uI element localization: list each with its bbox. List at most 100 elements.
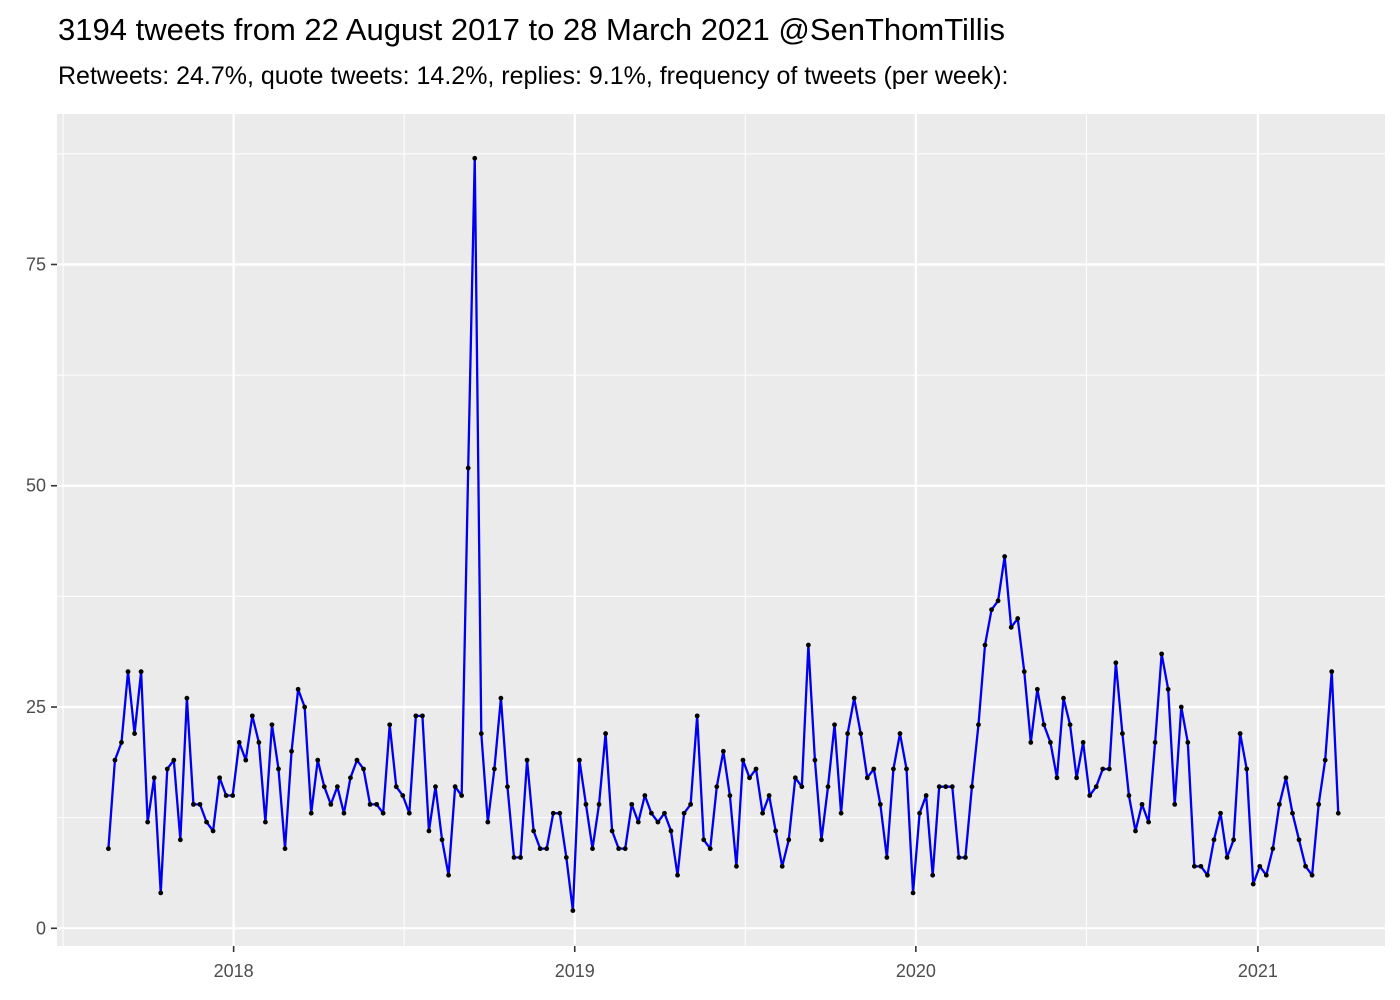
x-tick-label: 2020: [896, 961, 936, 981]
data-point: [1238, 731, 1243, 736]
data-point: [1127, 793, 1132, 798]
x-tick-label: 2021: [1238, 961, 1278, 981]
data-point: [230, 793, 235, 798]
data-point: [1251, 882, 1256, 887]
data-point: [813, 758, 818, 763]
data-point: [211, 829, 216, 834]
data-point: [649, 811, 654, 816]
data-point: [701, 837, 706, 842]
data-point: [721, 749, 726, 754]
data-point: [1061, 696, 1066, 701]
data-point: [708, 846, 713, 851]
y-tick-label: 50: [26, 476, 46, 496]
data-point: [734, 864, 739, 869]
data-point: [584, 802, 589, 807]
data-point: [878, 802, 883, 807]
data-point: [1159, 652, 1164, 657]
data-point: [662, 811, 667, 816]
data-point: [1100, 767, 1105, 772]
data-point: [852, 696, 857, 701]
data-point: [531, 829, 536, 834]
data-point: [106, 846, 111, 851]
data-point: [747, 775, 752, 780]
data-point: [283, 846, 288, 851]
data-point: [505, 784, 510, 789]
x-tick-label: 2019: [555, 961, 595, 981]
data-point: [427, 829, 432, 834]
data-point: [1270, 846, 1275, 851]
data-point: [1035, 687, 1040, 692]
data-point: [1231, 837, 1236, 842]
data-point: [472, 156, 477, 161]
data-point: [858, 731, 863, 736]
data-point: [518, 855, 523, 860]
data-point: [1166, 687, 1171, 692]
data-point: [1107, 767, 1112, 772]
data-point: [544, 846, 549, 851]
data-point: [610, 829, 615, 834]
data-point: [1284, 775, 1289, 780]
data-point: [727, 793, 732, 798]
data-point: [839, 811, 844, 816]
data-point: [616, 846, 621, 851]
data-point: [407, 811, 412, 816]
data-point: [970, 784, 975, 789]
data-point: [590, 846, 595, 851]
data-point: [557, 811, 562, 816]
data-point: [917, 811, 922, 816]
data-point: [479, 731, 484, 736]
data-point: [263, 820, 268, 825]
data-point: [191, 802, 196, 807]
data-point: [1323, 758, 1328, 763]
data-point: [459, 793, 464, 798]
data-point: [911, 890, 916, 895]
data-point: [1153, 740, 1158, 745]
data-point: [675, 873, 680, 878]
data-point: [1048, 740, 1053, 745]
data-point: [760, 811, 765, 816]
data-point: [871, 767, 876, 772]
data-point: [1316, 802, 1321, 807]
data-point: [806, 643, 811, 648]
data-point: [1002, 554, 1007, 559]
data-point: [309, 811, 314, 816]
data-point: [983, 643, 988, 648]
data-point: [178, 837, 183, 842]
data-point: [145, 820, 150, 825]
data-point: [1068, 722, 1073, 727]
data-point: [1022, 669, 1027, 674]
data-point: [512, 855, 517, 860]
data-point: [485, 820, 490, 825]
data-point: [603, 731, 608, 736]
data-point: [1015, 616, 1020, 621]
data-point: [904, 767, 909, 772]
data-point: [1329, 669, 1334, 674]
data-point: [270, 722, 275, 727]
data-point: [126, 669, 131, 674]
data-point: [348, 775, 353, 780]
data-point: [302, 705, 307, 710]
data-point: [1146, 820, 1151, 825]
data-point: [1257, 864, 1262, 869]
data-point: [799, 784, 804, 789]
data-point: [433, 784, 438, 789]
data-point: [328, 802, 333, 807]
data-point: [865, 775, 870, 780]
data-point: [368, 802, 373, 807]
data-point: [1218, 811, 1223, 816]
data-point: [950, 784, 955, 789]
data-point: [315, 758, 320, 763]
data-point: [898, 731, 903, 736]
data-point: [361, 767, 366, 772]
data-point: [420, 713, 425, 718]
data-point: [296, 687, 301, 692]
data-point: [342, 811, 347, 816]
data-point: [440, 837, 445, 842]
data-point: [1290, 811, 1295, 816]
data-point: [158, 890, 163, 895]
data-point: [786, 837, 791, 842]
data-point: [577, 758, 582, 763]
data-point: [243, 758, 248, 763]
data-point: [1297, 837, 1302, 842]
